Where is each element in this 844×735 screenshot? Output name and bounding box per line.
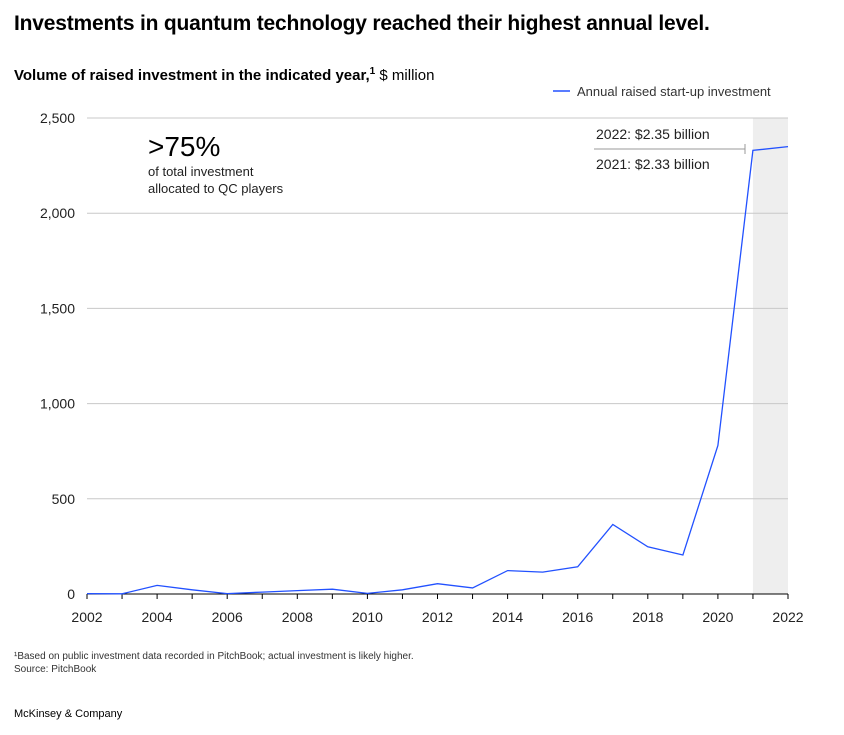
callout-big: >75% [148,131,220,162]
x-tick-label: 2006 [212,609,243,625]
x-tick-label: 2004 [142,609,173,625]
callout-line2: allocated to QC players [148,181,284,196]
x-tick-label: 2012 [422,609,453,625]
gridlines [87,117,788,595]
x-tick-label: 2010 [352,609,383,625]
subtitle-unit: $ million [375,67,435,84]
legend-label: Annual raised start-up investment [577,84,771,99]
x-tick-label: 2014 [492,609,523,625]
x-tick-label: 2002 [71,609,102,625]
brand-mckinsey: McKinsey & Company [14,708,123,720]
y-tick-label: 1,000 [40,396,75,412]
chart-subtitle: Volume of raised investment in the indic… [14,66,434,84]
y-tick-label: 500 [52,491,76,507]
y-tick-label: 2,000 [40,205,75,221]
footnote-source: Source: PitchBook [14,664,97,675]
y-tick-label: 0 [67,586,75,602]
x-axis-ticks: 2002 2004 2006 2008 2010 2012 2014 2016 2018 2020… [71,594,804,625]
footnote: ¹Based on public investment data recorde… [14,650,414,676]
annotation-2021: 2021: $2.33 billion [596,156,710,172]
x-tick-label: 2016 [562,609,593,625]
x-tick-label: 2022 [772,609,803,625]
y-axis-ticks: 0 500 1,000 1,500 2,000 2,500 [40,110,75,602]
footnote-line1: ¹Based on public investment data recorde… [14,651,414,662]
highlight-2021-2022 [752,118,788,594]
y-tick-label: 2,500 [40,110,75,126]
series-line-investment [86,145,789,595]
x-tick-label: 2018 [632,609,663,625]
chart-headline: Investments in quantum technology reache… [14,12,710,35]
x-tick-label: 2008 [282,609,313,625]
subtitle-footnote-mark: 1 [369,66,376,77]
subtitle-bold: Volume of raised investment in the indic… [14,67,370,84]
callout-line1: of total investment [148,164,254,179]
y-tick-label: 1,500 [40,300,75,316]
x-tick-label: 2020 [702,609,733,625]
annotation-2022: 2022: $2.35 billion [596,126,710,142]
